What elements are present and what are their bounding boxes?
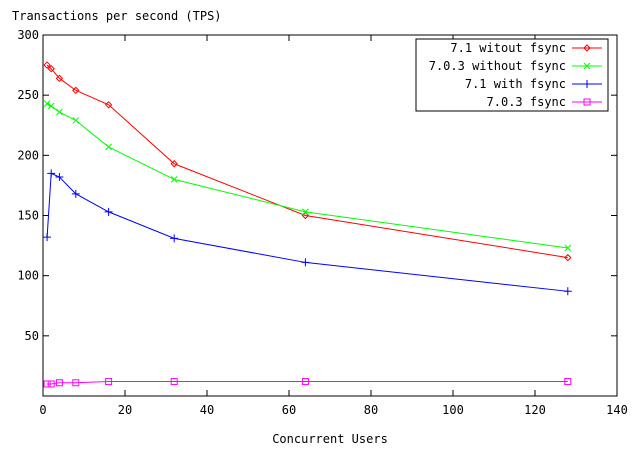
- x-tick-label: 100: [442, 403, 464, 417]
- data-point: [170, 160, 178, 168]
- data-point: [43, 100, 51, 107]
- legend: 7.1 witout fsync 7.0.3 without fsync 7.1 w…: [415, 38, 609, 112]
- data-point: [302, 208, 309, 216]
- data-point: [55, 172, 64, 181]
- x-tick-label: 120: [524, 403, 546, 417]
- data-point: [56, 108, 63, 116]
- data-point: [72, 379, 80, 387]
- legend-box: [415, 38, 609, 112]
- series-line: [46, 172, 568, 292]
- data-point: [104, 101, 113, 109]
- legend-label: 7.1 with fsync: [465, 77, 566, 91]
- legend-label: 7.0.3 without fsync: [429, 59, 566, 73]
- data-point: [301, 378, 309, 386]
- y-tick-label: 100: [17, 269, 39, 283]
- data-point: [105, 143, 112, 151]
- data-point: [43, 61, 51, 69]
- y-tick-label: 250: [17, 88, 39, 102]
- data-point: [583, 80, 591, 88]
- data-point: [71, 189, 80, 198]
- data-point: [301, 258, 310, 267]
- data-point: [47, 380, 55, 388]
- data-point: [563, 287, 572, 296]
- legend-label: 7.1 witout fsync: [450, 41, 566, 55]
- y-tick-label: 150: [17, 209, 39, 223]
- series-line: [47, 381, 568, 385]
- series-3: [43, 378, 572, 388]
- x-tick-label: 0: [39, 403, 46, 417]
- data-point: [55, 74, 64, 83]
- x-tick-label: 60: [282, 403, 296, 417]
- data-point: [47, 64, 55, 73]
- data-point: [55, 379, 63, 387]
- data-point: [47, 102, 55, 110]
- data-point: [564, 378, 572, 386]
- data-point: [170, 378, 178, 386]
- data-point: [564, 253, 572, 262]
- x-tick-label: 80: [364, 403, 378, 417]
- data-point: [564, 244, 572, 252]
- y-tick-label: 300: [17, 28, 39, 42]
- series-1: [43, 100, 572, 252]
- x-tick-label: 140: [606, 403, 628, 417]
- data-point: [104, 207, 113, 216]
- data-point: [43, 380, 51, 388]
- series-line: [46, 103, 568, 249]
- series-2: [43, 169, 572, 296]
- data-point: [72, 117, 80, 124]
- data-point: [43, 233, 52, 242]
- data-point: [583, 44, 591, 52]
- x-tick-label: 20: [118, 403, 132, 417]
- data-point: [47, 169, 56, 178]
- data-point: [583, 98, 591, 106]
- legend-label: 7.0.3 fsync: [487, 95, 566, 109]
- data-point: [170, 176, 178, 183]
- x-tick-label: 40: [200, 403, 214, 417]
- y-tick-label: 50: [25, 329, 39, 343]
- y-tick-label: 200: [17, 148, 39, 162]
- data-point: [72, 86, 80, 95]
- data-point: [170, 234, 179, 243]
- y-axis-label: Transactions per second (TPS): [12, 9, 222, 23]
- data-point: [105, 378, 113, 386]
- data-point: [583, 62, 591, 70]
- x-axis-label: Concurrent Users: [272, 432, 388, 446]
